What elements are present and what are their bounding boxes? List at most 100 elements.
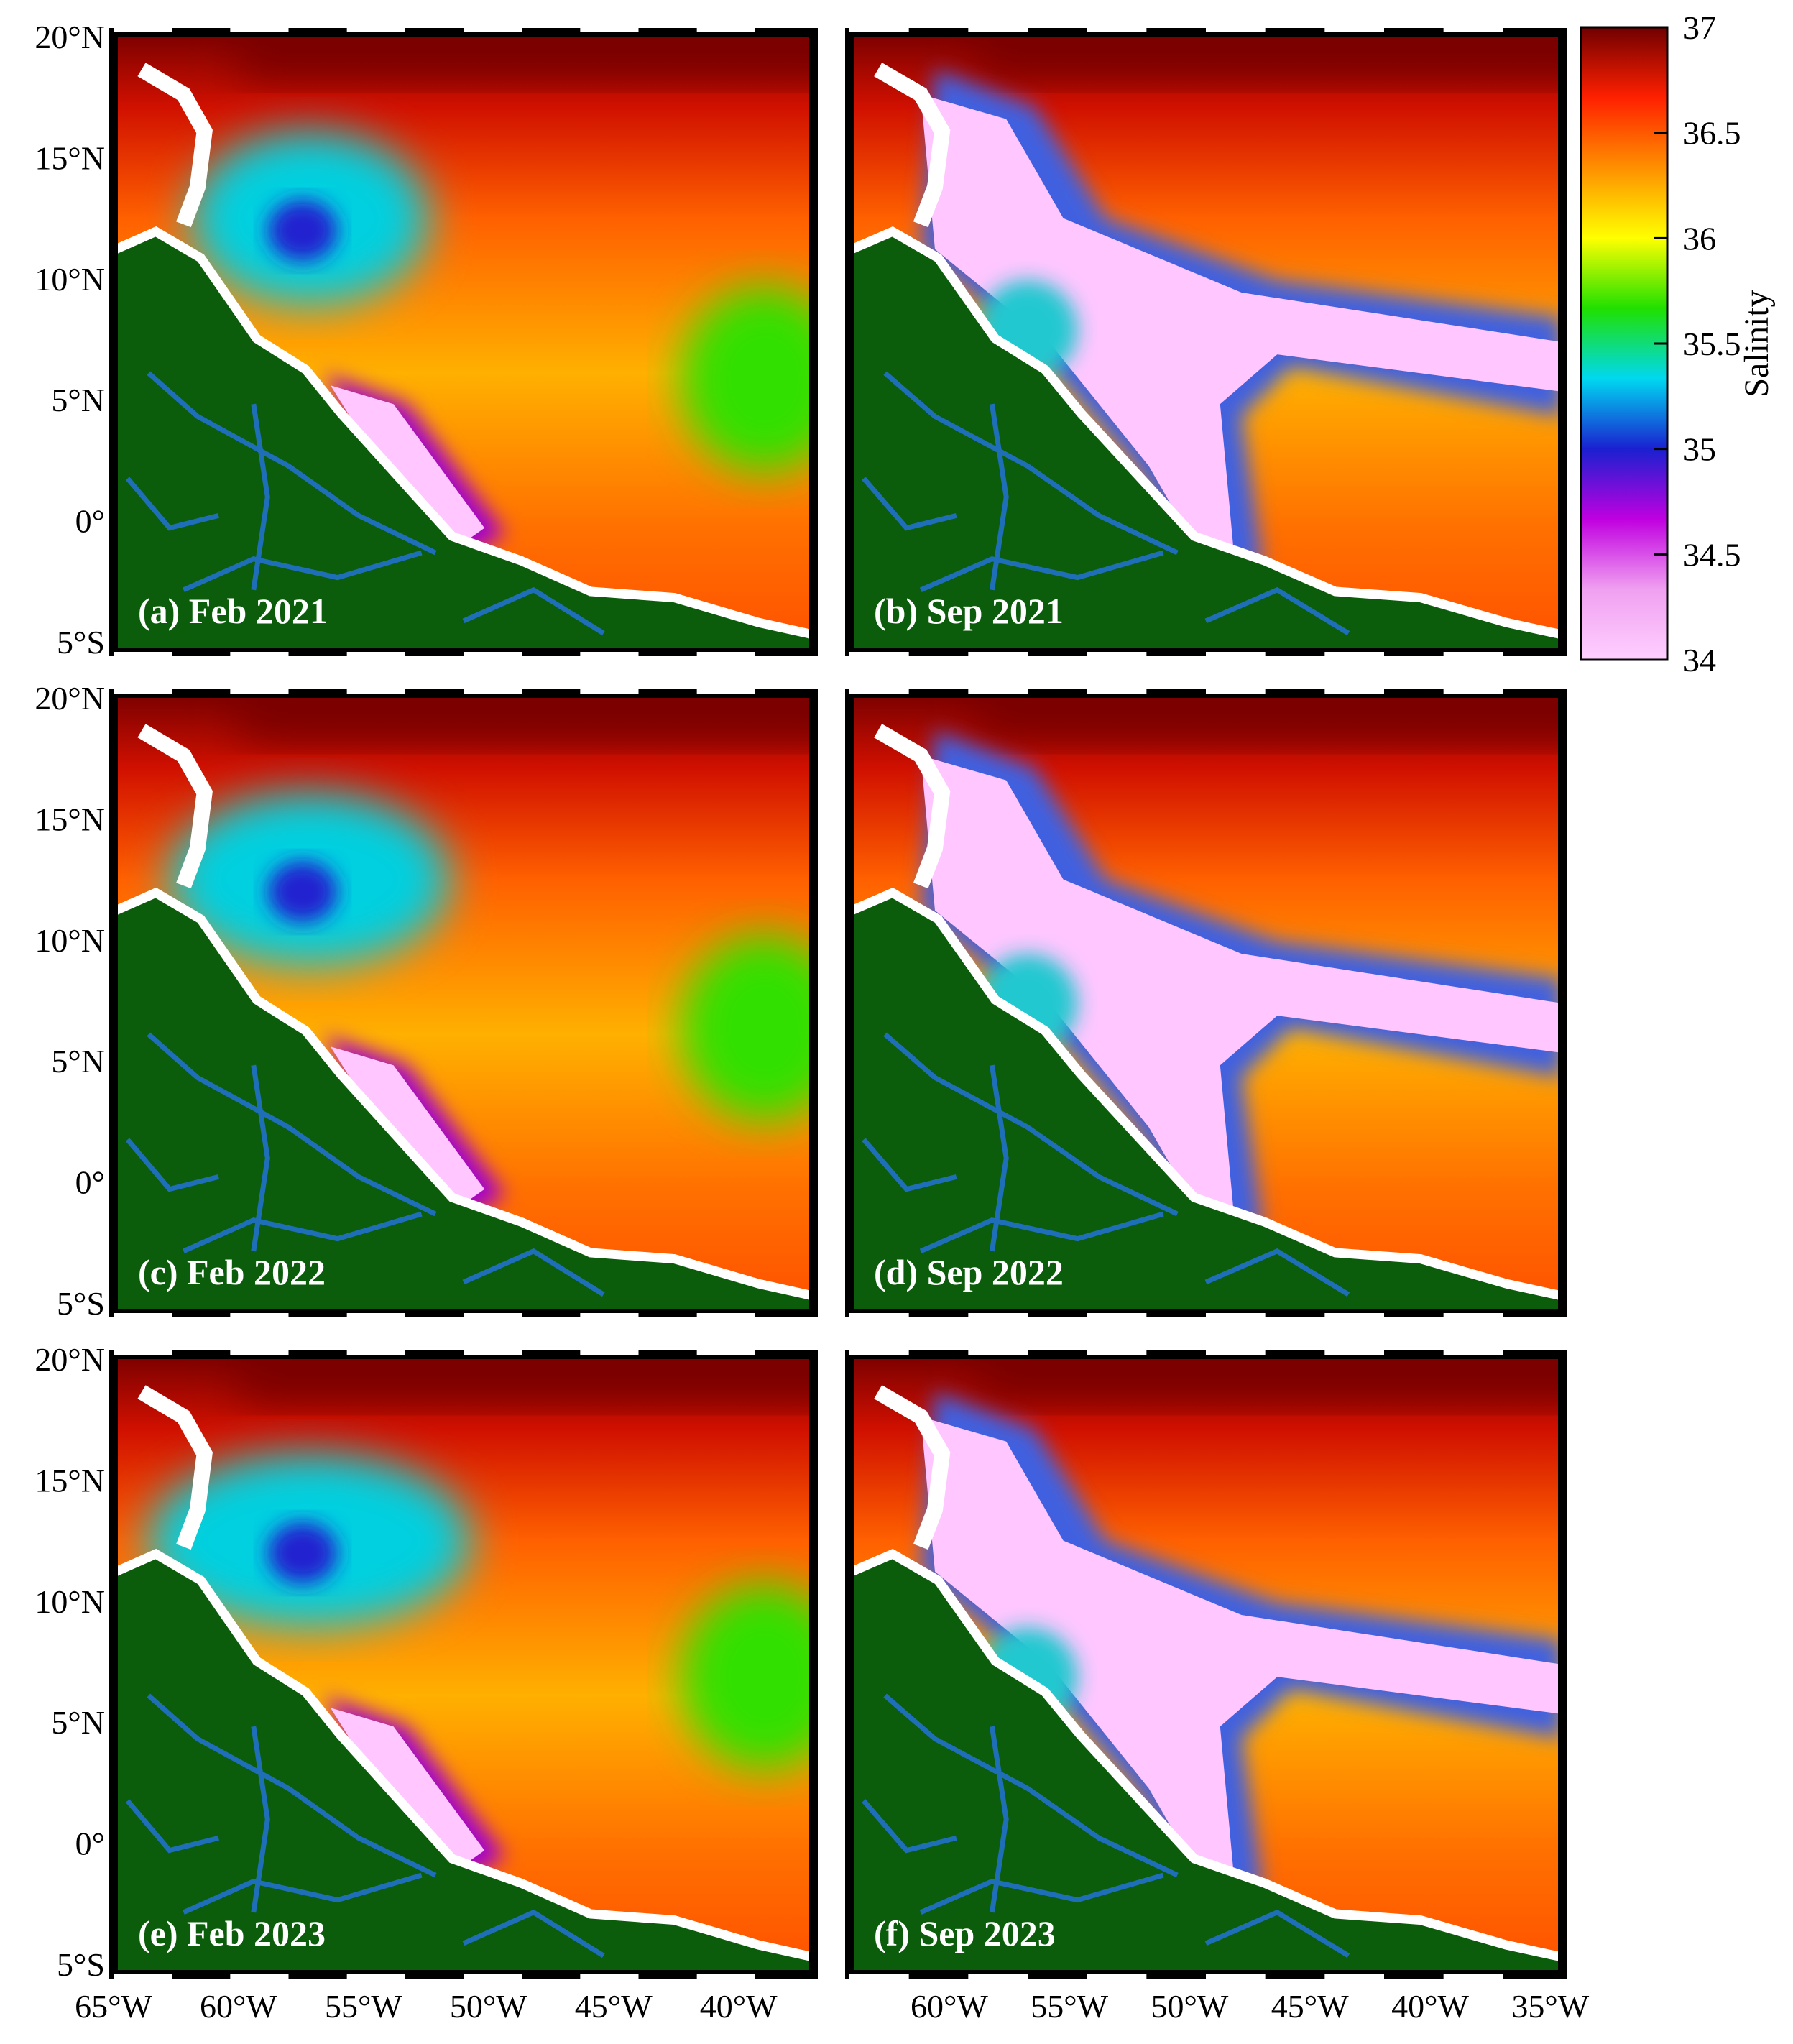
fresh-water-patch <box>680 935 813 1121</box>
river <box>862 1799 957 1854</box>
colorbar-tick-label: 34 <box>1683 642 1716 678</box>
river <box>1204 1248 1350 1297</box>
fresh-water-core <box>267 860 338 923</box>
latitude-tick-label: 5°S <box>57 1285 105 1322</box>
latitude-tick-label: 5°N <box>51 1043 105 1079</box>
colorbar-tick-label: 36.5 <box>1683 115 1741 152</box>
river <box>182 1211 423 1254</box>
panel-label: (e) Feb 2023 <box>138 1913 326 1953</box>
river <box>251 403 270 591</box>
colorbar-tick-label: 37 <box>1683 9 1716 46</box>
panel-label: (c) Feb 2022 <box>138 1252 326 1292</box>
longitude-tick-label: 55°W <box>325 1988 402 2025</box>
river <box>462 586 605 636</box>
map-panel-a: (a) Feb 2021 <box>109 28 818 656</box>
colorbar-title: Salinity <box>1738 290 1776 397</box>
longitude-tick-label: 50°W <box>450 1988 527 2025</box>
high-salinity-band <box>239 694 813 740</box>
latitude-tick-label: 15°N <box>34 139 105 176</box>
latitude-tick-label: 10°N <box>34 1583 105 1620</box>
longitude-tick-label: 45°W <box>1271 1988 1349 2025</box>
map-panel-e: (e) Feb 2023 <box>109 1350 818 1979</box>
river <box>883 1693 1179 1878</box>
amazon-plume <box>330 385 485 553</box>
longitude-tick-label: 45°W <box>575 1988 653 2025</box>
panel-label: (a) Feb 2021 <box>138 591 328 631</box>
latitude-tick-label: 5°N <box>51 382 105 418</box>
latitude-tick-label: 5°S <box>57 624 105 660</box>
land-south-america <box>849 236 1562 652</box>
fresh-water-core <box>267 1522 338 1584</box>
latitude-tick-label: 10°N <box>34 922 105 959</box>
river <box>251 1064 270 1252</box>
island-arc <box>137 63 213 228</box>
colorbar-tick-label: 34.5 <box>1683 536 1741 573</box>
land-south-america <box>114 898 813 1313</box>
longitude-tick-label: 50°W <box>1151 1988 1229 2025</box>
river <box>862 1138 957 1192</box>
map-panel-c: (c) Feb 2022 <box>109 689 818 1317</box>
river <box>919 1872 1164 1915</box>
colorbar-tick-label: 35 <box>1683 431 1716 468</box>
latitude-tick-label: 15°N <box>34 1462 105 1499</box>
latitude-tick-label: 20°N <box>34 680 105 717</box>
river <box>1204 1909 1350 1958</box>
salinity-colorbar: 37 36.5 36 35.5 35 34.5 34 Salinity <box>1580 9 1776 678</box>
longitude-tick-label: 40°W <box>700 1988 778 2025</box>
river <box>147 371 437 556</box>
high-salinity-band <box>977 694 1562 740</box>
island-arc <box>874 63 951 228</box>
river <box>919 550 1164 593</box>
river <box>462 1909 605 1958</box>
river <box>1204 586 1350 636</box>
longitude-tick-label: 65°W <box>75 1988 152 2025</box>
land-south-america <box>114 1559 813 1974</box>
high-salinity-band <box>977 1355 1562 1401</box>
latitude-tick-label: 0° <box>75 1826 105 1862</box>
longitude-tick-label: 60°W <box>911 1988 988 2025</box>
fresh-water-core <box>267 199 338 262</box>
colorbar-tick-label: 36 <box>1683 220 1716 257</box>
river <box>251 1726 270 1913</box>
river <box>462 1248 605 1297</box>
amazon-plume <box>921 94 1562 566</box>
land-south-america <box>849 898 1562 1313</box>
latitude-tick-label: 20°N <box>34 1341 105 1378</box>
panel-label: (b) Sep 2021 <box>874 591 1064 631</box>
island-arc <box>874 724 951 889</box>
river <box>182 1872 423 1915</box>
amazon-plume <box>330 1046 485 1215</box>
longitude-tick-label: 40°W <box>1391 1988 1469 2025</box>
fresh-water-patch <box>680 1583 813 1770</box>
latitude-tick-label: 0° <box>75 503 105 540</box>
island-arc <box>137 724 213 889</box>
river <box>883 371 1179 556</box>
map-panel-d: (d) Sep 2022 <box>845 689 1567 1317</box>
latitude-tick-label: 5°N <box>51 1704 105 1741</box>
high-salinity-band <box>977 32 1562 78</box>
amazon-plume <box>921 1417 1562 1888</box>
amazon-plume <box>330 1708 485 1876</box>
river <box>147 1693 437 1878</box>
longitude-tick-label: 60°W <box>200 1988 277 2025</box>
latitude-tick-label: 15°N <box>34 801 105 837</box>
colorbar-tick-label: 35.5 <box>1683 326 1741 362</box>
island-arc <box>137 1385 213 1550</box>
latitude-tick-label: 10°N <box>34 261 105 298</box>
river <box>125 477 219 531</box>
river <box>147 1032 437 1217</box>
river <box>989 403 1009 591</box>
land-south-america <box>849 1559 1562 1974</box>
latitude-tick-label: 0° <box>75 1164 105 1201</box>
latitude-tick-label: 20°N <box>34 19 105 55</box>
amazon-plume <box>921 755 1562 1227</box>
longitude-tick-label: 55°W <box>1031 1988 1108 2025</box>
longitude-tick-label: 35°W <box>1511 1988 1589 2025</box>
river <box>125 1138 219 1192</box>
panel-label: (d) Sep 2022 <box>874 1252 1064 1292</box>
latitude-tick-label: 5°S <box>57 1946 105 1983</box>
river <box>862 477 957 531</box>
river <box>883 1032 1179 1217</box>
river <box>989 1064 1009 1252</box>
